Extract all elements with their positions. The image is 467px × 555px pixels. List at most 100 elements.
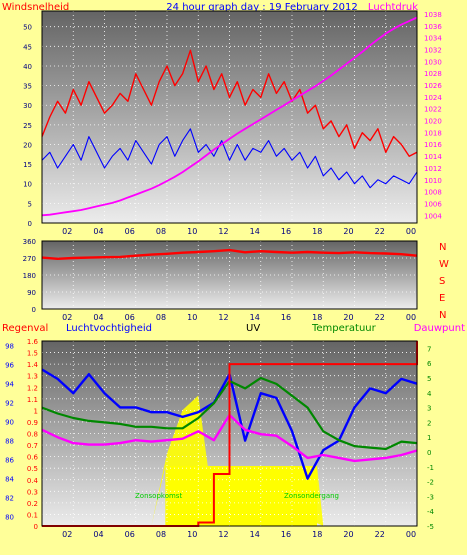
- wind-pressure-frame: [41, 10, 418, 224]
- rain-y-tick-label: 1.2: [27, 384, 38, 392]
- temperature-y-tick-label: -2: [427, 479, 434, 487]
- pressure-y-tick-label: 1006: [424, 200, 442, 208]
- pressure-y-tick-label: 1030: [424, 58, 442, 66]
- direction-x-tick-label: 12: [218, 313, 228, 322]
- temperature-y-tick-label: 6: [427, 360, 432, 368]
- wind-y-tick-label: 25: [23, 122, 32, 130]
- climate-x-tick-label: 16: [281, 530, 291, 539]
- humidity-label: Luchtvochtigheid: [66, 323, 152, 334]
- compass-label: S: [439, 276, 445, 287]
- direction-x-tick-label: 10: [187, 313, 197, 322]
- dewpoint-label: Dauwpunt: [414, 323, 465, 334]
- rain-y-tick-label: 0: [34, 523, 38, 531]
- wind-x-tick-label: 18: [312, 227, 322, 236]
- wind-x-tick-label: 20: [343, 227, 353, 236]
- temperature-y-tick-label: -3: [427, 493, 434, 501]
- wind-x-tick-label: 16: [281, 227, 291, 236]
- climate-x-tick-label: 08: [156, 530, 166, 539]
- direction-x-tick-label: 02: [62, 313, 72, 322]
- direction-y-tick-label: 180: [23, 272, 36, 280]
- compass-label: N: [439, 242, 446, 253]
- rain-y-tick-label: 0.9: [27, 419, 38, 427]
- climate-x-tick-label: 12: [218, 530, 228, 539]
- rain-y-tick-label: 0.4: [27, 477, 39, 485]
- temperature-label: Temperatuur: [311, 323, 377, 334]
- direction-x-tick-label: 06: [125, 313, 135, 322]
- climate-x-tick-label: 18: [312, 530, 322, 539]
- temperature-y-tick-label: 7: [427, 345, 431, 353]
- direction-x-tick-label: 22: [375, 313, 385, 322]
- direction-y-tick-label: 360: [23, 238, 36, 246]
- temperature-y-tick-label: -5: [427, 523, 434, 531]
- pressure-y-tick-label: 1012: [424, 165, 442, 173]
- pressure-y-tick-label: 1028: [424, 70, 442, 78]
- direction-x-tick-label: 18: [312, 313, 322, 322]
- sunrise-annotation: Zonsopkomst: [135, 492, 182, 500]
- pressure-y-tick-label: 1018: [424, 129, 442, 137]
- wind-x-tick-label: 10: [187, 227, 197, 236]
- pressure-y-tick-label: 1034: [424, 35, 442, 43]
- direction-line: [41, 248, 418, 260]
- direction-x-tick-label: 14: [250, 313, 260, 322]
- rain-label: Regenval: [2, 323, 48, 334]
- wind-x-tick-label: 00: [406, 227, 416, 236]
- wind-y-tick-label: 10: [23, 181, 32, 189]
- rain-y-tick-label: 1.6: [27, 338, 39, 346]
- direction-x-tick-label: 00: [406, 313, 416, 322]
- temperature-y-tick-label: -1: [427, 464, 434, 472]
- compass-label: N: [439, 310, 446, 321]
- climate-x-tick-label: 02: [62, 530, 72, 539]
- temperature-y-tick-label: 0: [427, 449, 431, 457]
- pressure-y-tick-label: 1038: [424, 11, 442, 19]
- wind-x-tick-label: 02: [62, 227, 72, 236]
- pressure-label: Luchtdruk: [368, 2, 418, 13]
- chart-title: 24 hour graph day : 19 February 2012: [166, 2, 357, 13]
- wind-y-tick-label: 20: [23, 141, 32, 149]
- pressure-y-tick-label: 1014: [424, 153, 442, 161]
- climate-x-tick-label: 14: [250, 530, 260, 539]
- climate-x-tick-label: 04: [93, 530, 103, 539]
- pressure-y-tick-label: 1004: [424, 212, 442, 220]
- temperature-y-tick-label: 4: [427, 390, 432, 398]
- direction-x-tick-label: 20: [343, 313, 353, 322]
- wind-gust-line: [41, 49, 418, 158]
- climate-frame: [41, 340, 418, 527]
- wind-pressure-panel: 0510152025303540455010041006100810101012…: [23, 10, 442, 236]
- temperature-y-tick-label: 5: [427, 375, 431, 383]
- humidity-y-tick-label: 98: [5, 343, 14, 351]
- compass-label: W: [439, 259, 449, 270]
- humidity-y-tick-label: 84: [5, 476, 14, 484]
- wind-y-tick-label: 50: [23, 24, 32, 32]
- rain-y-tick-label: 0.6: [27, 454, 39, 462]
- wind-y-tick-label: 30: [23, 102, 32, 110]
- rain-y-tick-label: 1.5: [27, 350, 38, 358]
- wind-y-tick-label: 40: [23, 63, 32, 71]
- rain-y-tick-label: 0.3: [27, 488, 38, 496]
- rain-y-tick-label: 1.1: [27, 396, 38, 404]
- daylight-band: [165, 466, 317, 526]
- pressure-y-tick-label: 1036: [424, 23, 442, 31]
- wind-y-tick-label: 0: [28, 220, 32, 228]
- wind-x-tick-label: 12: [218, 227, 228, 236]
- rain-y-tick-label: 0.1: [27, 511, 38, 519]
- pressure-y-tick-label: 1022: [424, 106, 442, 114]
- pressure-line: [41, 16, 418, 217]
- direction-x-tick-label: 08: [156, 313, 166, 322]
- climate-x-tick-label: 22: [375, 530, 385, 539]
- rain-y-tick-label: 0.2: [27, 500, 38, 508]
- humidity-y-tick-label: 94: [5, 381, 14, 389]
- pressure-y-tick-label: 1008: [424, 189, 442, 197]
- rain-y-tick-label: 0.5: [27, 465, 38, 473]
- humidity-y-tick-label: 96: [5, 362, 14, 370]
- temperature-y-tick-label: 3: [427, 405, 431, 413]
- wind-y-tick-label: 45: [23, 43, 32, 51]
- temperature-y-tick-label: -4: [427, 508, 435, 516]
- wind-y-tick-label: 35: [23, 83, 32, 91]
- wind-average-line: [41, 128, 418, 189]
- humidity-y-tick-label: 90: [5, 419, 14, 427]
- direction-y-tick-label: 90: [27, 289, 36, 297]
- pressure-y-tick-label: 1024: [424, 94, 442, 102]
- wind-direction-frame: [41, 240, 418, 310]
- wind-x-tick-label: 08: [156, 227, 166, 236]
